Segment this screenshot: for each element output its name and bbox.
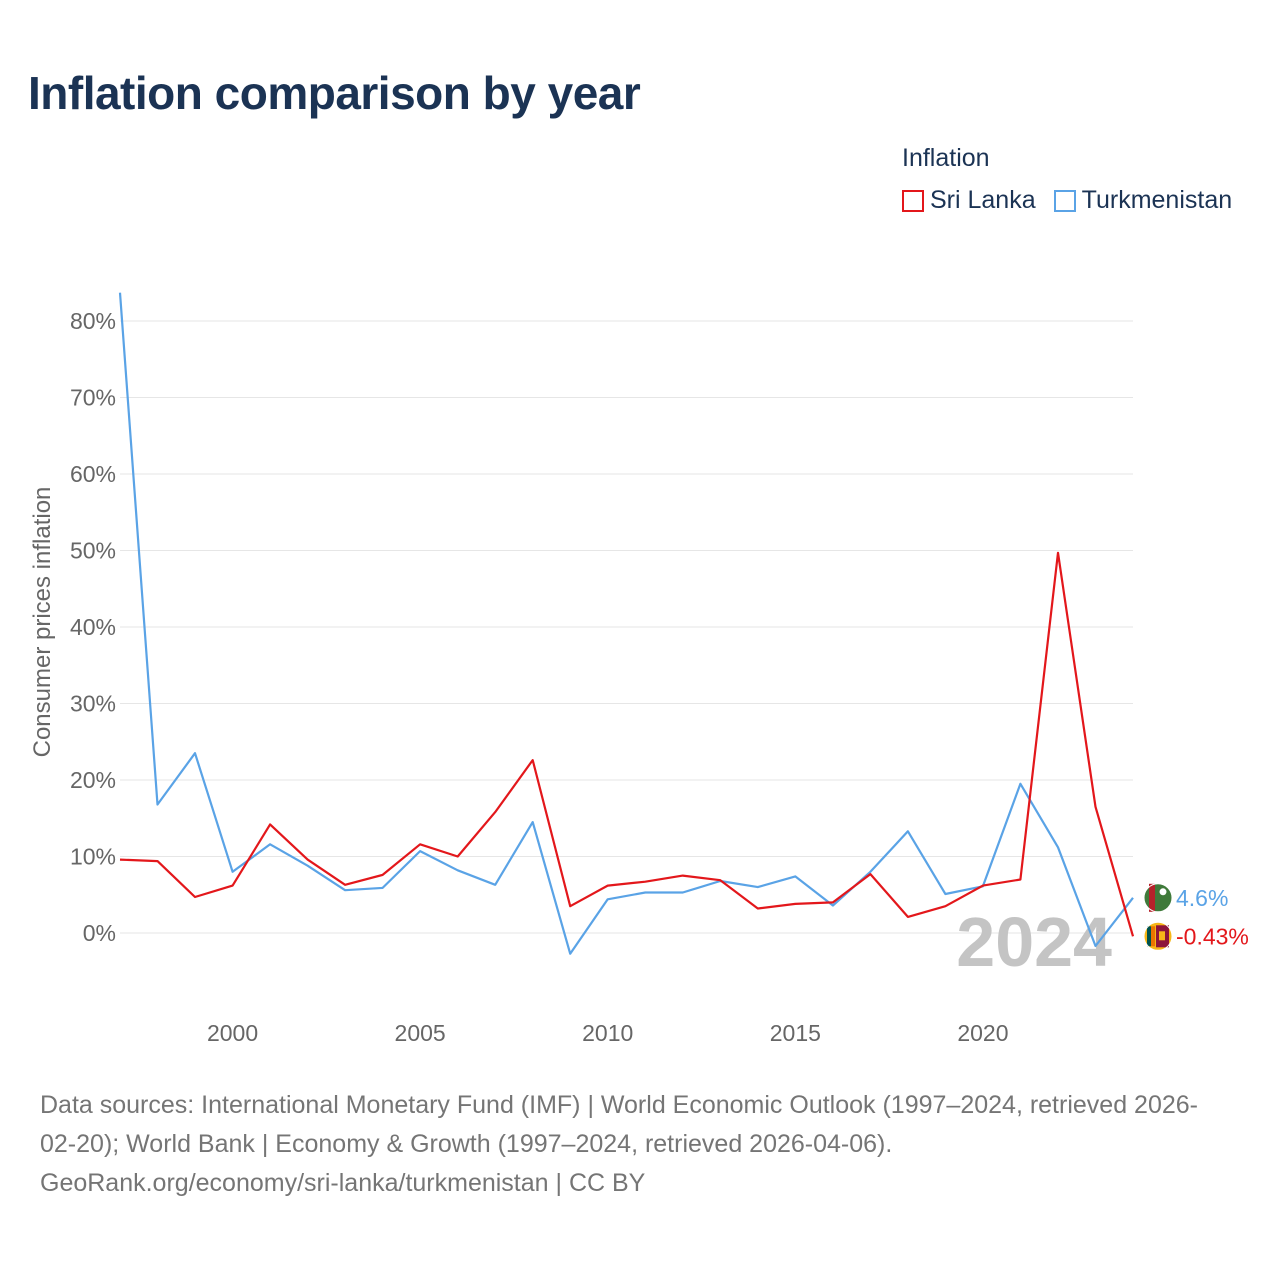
footer-source-line-2: 02-20); World Bank | Economy & Growth (1… [40,1130,893,1158]
series-line-turkmenistan[interactable] [118,292,1134,955]
series-line-sri-lanka[interactable] [119,551,1135,937]
y-tick-label: 0% [83,920,116,946]
flag-turkmenistan-icon [1143,883,1173,913]
year-annotation: 2024 [956,903,1112,981]
footer-source-line-1: Data sources: International Monetary Fun… [40,1091,1198,1119]
legend-title: Inflation [902,144,990,172]
flag-crescent [1159,888,1167,896]
end-label-turkmenistan: 4.6% [1176,885,1228,911]
flag-stripe-orange [1151,926,1155,947]
y-tick-label: 30% [70,691,116,717]
flag-stripe [1149,883,1155,912]
legend-label-turkmenistan: Turkmenistan [1081,186,1233,214]
legend-label-sri-lanka: Sri Lanka [930,186,1036,214]
flag-lion [1159,931,1165,941]
series-lines [118,292,1135,955]
flag-sri-lanka-icon [1143,921,1173,951]
y-axis-label: Consumer prices inflation [29,487,56,758]
end-markers: 4.6% -0.43% [1143,883,1249,951]
x-tick-label: 2005 [395,1020,446,1046]
legend-item-turkmenistan[interactable]: Turkmenistan [1053,186,1233,215]
y-tick-label: 60% [70,461,116,487]
chart-title: Inflation comparison by year [28,67,641,119]
x-tick-label: 2015 [770,1020,821,1046]
footer-attribution[interactable]: GeoRank.org/economy/sri-lanka/turkmenist… [40,1169,646,1197]
flag-ring [1143,921,1173,951]
end-label-sri-lanka: -0.43% [1176,923,1249,949]
legend: Sri Lanka Turkmenistan [902,186,1250,215]
x-tick-label: 2020 [957,1020,1008,1046]
y-axis-ticks: 0% 10% 20% 30% 40% 50% 60% 70% 80% [70,308,116,946]
y-tick-label: 80% [70,308,116,334]
legend-swatch-turkmenistan [1053,189,1076,212]
x-tick-label: 2010 [582,1020,633,1046]
footer: Data sources: International Monetary Fun… [40,1086,1250,1203]
y-tick-label: 10% [70,844,116,870]
x-axis-ticks: 2000 2005 2010 2015 2020 [207,1020,1009,1046]
flag-ring [1143,883,1173,913]
grid-lines [120,320,1133,934]
legend-swatch-sri-lanka [902,189,924,212]
y-tick-label: 70% [70,385,116,411]
y-tick-label: 20% [70,767,116,793]
flag-stripe-green [1147,926,1151,947]
y-tick-label: 40% [70,614,116,640]
y-tick-label: 50% [70,538,116,564]
legend-item-sri-lanka[interactable]: Sri Lanka [902,186,1036,215]
x-tick-label: 2000 [207,1020,258,1046]
